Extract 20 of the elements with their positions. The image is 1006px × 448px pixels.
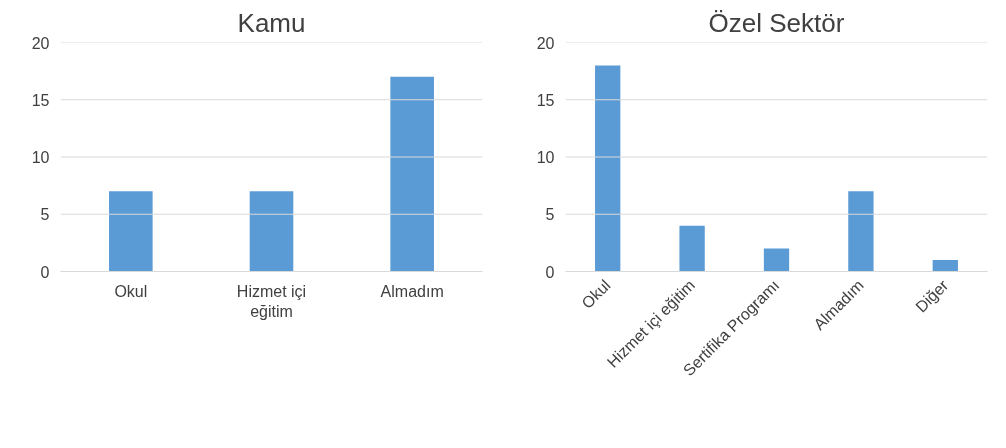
y-tick-label: 5 — [40, 206, 50, 224]
y-tick-label: 0 — [40, 263, 50, 281]
y-tick-label: 0 — [545, 263, 555, 281]
bar — [848, 191, 874, 272]
x-tick-label: Hizmet içi eğitim — [236, 282, 307, 320]
y-tick-label: 20 — [536, 34, 555, 52]
y-tick-label: 5 — [545, 206, 555, 224]
y-tick-label: 10 — [536, 149, 555, 166]
y-tick-label: 15 — [31, 91, 50, 109]
y-tick-label: 10 — [31, 149, 50, 166]
bar — [932, 260, 958, 272]
bar — [679, 225, 705, 272]
bar — [595, 65, 621, 272]
y-tick-label: 20 — [31, 34, 50, 52]
chart-title: Özel Sektör — [708, 7, 845, 38]
y-tick-label: 15 — [536, 91, 555, 109]
bar — [763, 248, 790, 272]
x-tick-label: Almadım — [380, 282, 444, 300]
chart-title: Kamu — [237, 7, 306, 38]
x-tick-label: Okul — [114, 282, 148, 300]
